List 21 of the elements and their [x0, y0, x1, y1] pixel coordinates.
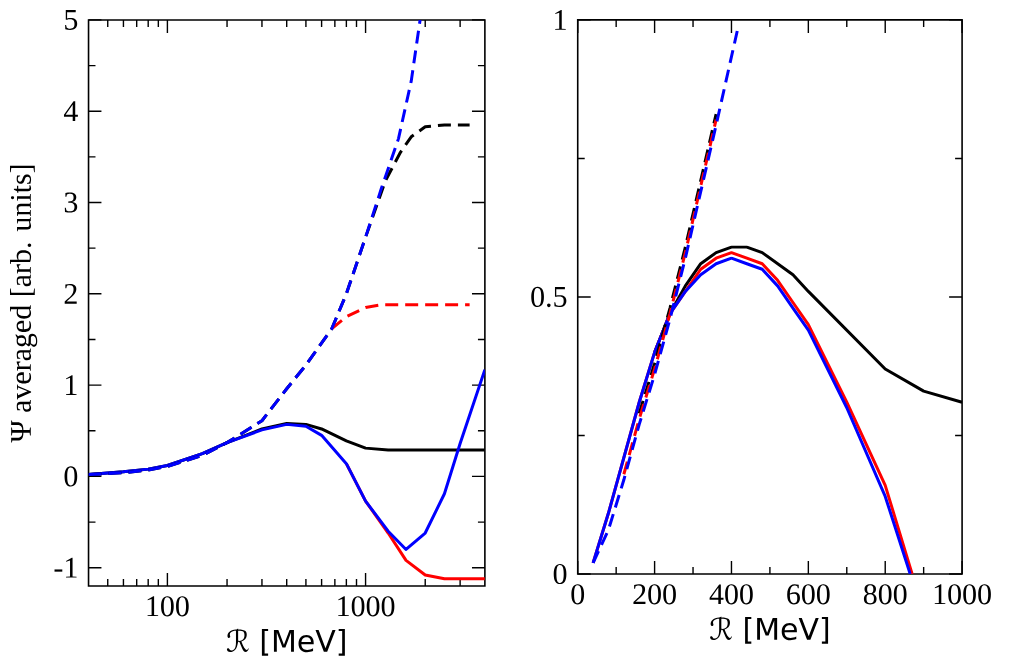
y-tick-label: 5 [65, 10, 78, 30]
x-tick-label: 400 [709, 584, 753, 605]
y-tick-label: 0 [553, 563, 567, 585]
x-tick-label: 200 [633, 584, 676, 605]
y-tick-label: 0.5 [531, 286, 567, 308]
y-tick-label: 0 [64, 466, 78, 487]
y-axis-title: Ψ averaged [arb. units] [10, 165, 38, 443]
x-tick-label: 1000 [338, 596, 395, 617]
y-tick-label: 3 [64, 192, 78, 213]
y-tick-label: 2 [64, 283, 77, 304]
y-tick-label: 1 [555, 10, 566, 30]
y-tick-label: -1 [54, 557, 77, 578]
x-axis-title: ℛ [MeV] [710, 616, 829, 644]
x-tick-label: 1000 [934, 584, 991, 605]
x-tick-label: 100 [147, 596, 189, 617]
x-axis-title: ℛ [MeV] [226, 628, 345, 656]
y-tick-label: 1 [66, 375, 77, 396]
y-tick-label: 4 [63, 101, 78, 122]
x-tick-label: 800 [863, 584, 907, 605]
x-tick-label: 600 [787, 584, 830, 605]
x-tick-label: 0 [571, 584, 585, 605]
